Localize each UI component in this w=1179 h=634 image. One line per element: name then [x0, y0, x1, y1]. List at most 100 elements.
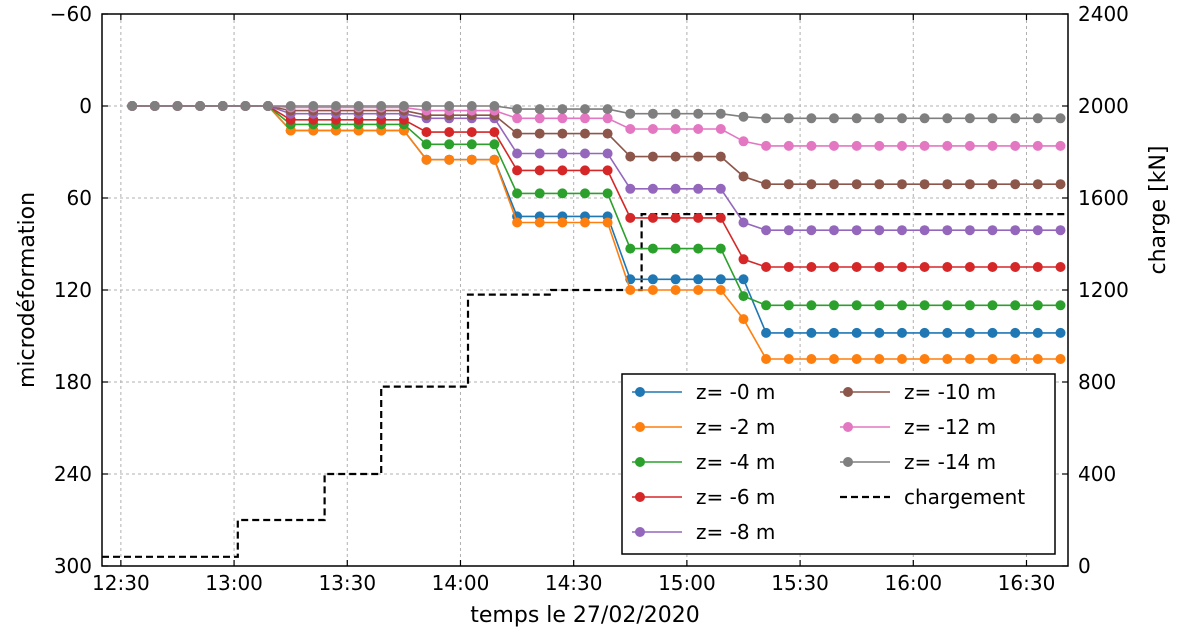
- data-point: [829, 327, 839, 338]
- data-point: [444, 139, 455, 150]
- data-point: [715, 124, 726, 134]
- data-point: [897, 300, 907, 311]
- data-point: [942, 140, 953, 151]
- data-point: [625, 108, 636, 119]
- data-point: [851, 354, 862, 364]
- data-point: [602, 217, 613, 228]
- data-point: [1032, 113, 1043, 124]
- data-point: [421, 101, 432, 111]
- legend-label: chargement: [904, 485, 1025, 509]
- data-point: [625, 151, 636, 162]
- data-point: [602, 148, 613, 159]
- data-point: [1032, 300, 1043, 311]
- data-point: [557, 113, 568, 124]
- data-point: [149, 101, 160, 111]
- data-point: [942, 300, 953, 311]
- data-point: [647, 285, 658, 295]
- data-point: [647, 212, 658, 223]
- data-point: [919, 354, 930, 364]
- data-point: [1032, 262, 1043, 272]
- data-point: [761, 354, 772, 364]
- data-point: [670, 243, 681, 254]
- data-point: [964, 327, 975, 338]
- data-point: [534, 128, 545, 139]
- data-point: [512, 113, 523, 124]
- legend-label: z= -0 m: [696, 380, 775, 404]
- legend-marker: [635, 457, 645, 467]
- data-point: [942, 354, 953, 364]
- data-point: [829, 225, 839, 236]
- data-point: [761, 327, 772, 338]
- data-point: [829, 354, 839, 364]
- data-point: [1032, 140, 1043, 151]
- data-point: [580, 165, 590, 176]
- data-point: [534, 188, 545, 199]
- data-point: [195, 101, 206, 111]
- legend-item: z= -6 m: [632, 485, 775, 509]
- data-point: [1010, 113, 1021, 124]
- data-point: [647, 151, 658, 162]
- data-point: [851, 300, 862, 311]
- data-point: [806, 225, 817, 236]
- data-point: [670, 183, 681, 194]
- y-tick-label-right: 1200: [1078, 278, 1129, 302]
- legend-marker: [843, 457, 853, 467]
- data-point: [919, 225, 930, 236]
- data-point: [806, 354, 817, 364]
- y-tick-label-left: 300: [54, 554, 92, 578]
- data-point: [715, 183, 726, 194]
- data-point: [738, 217, 749, 228]
- data-point: [715, 108, 726, 119]
- x-axis-title: temps le 27/02/2020: [470, 603, 699, 628]
- data-point: [580, 217, 590, 228]
- y-tick-label-right: 2400: [1078, 2, 1129, 26]
- data-point: [1032, 327, 1043, 338]
- legend-label: z= -12 m: [904, 415, 996, 439]
- data-point: [693, 151, 704, 162]
- legend-label: z= -8 m: [696, 520, 775, 544]
- data-point: [1055, 300, 1066, 311]
- data-point: [444, 127, 455, 138]
- data-point: [761, 262, 772, 272]
- data-point: [806, 140, 817, 151]
- data-point: [421, 139, 432, 150]
- data-point: [738, 291, 749, 302]
- legend-label: z= -14 m: [904, 450, 996, 474]
- data-point: [761, 140, 772, 151]
- y-tick-label-left: 120: [54, 278, 92, 302]
- data-point: [489, 154, 500, 165]
- series-z2m: [127, 101, 1066, 364]
- legend-marker: [635, 422, 645, 432]
- series-line: [132, 105, 1061, 147]
- data-point: [806, 179, 817, 190]
- data-point: [263, 101, 273, 111]
- data-point: [874, 327, 885, 338]
- series-z14m: [127, 101, 1066, 124]
- data-point: [964, 354, 975, 364]
- data-point: [693, 274, 704, 285]
- data-point: [693, 108, 704, 119]
- data-point: [1010, 262, 1021, 272]
- x-tick-label: 16:00: [884, 571, 942, 595]
- data-point: [919, 179, 930, 190]
- data-point: [693, 212, 704, 223]
- data-point: [534, 113, 545, 124]
- data-point: [625, 183, 636, 194]
- data-point: [987, 179, 998, 190]
- data-point: [738, 274, 749, 285]
- data-point: [783, 354, 794, 364]
- data-point: [738, 314, 749, 325]
- legend-item: z= -4 m: [632, 450, 775, 474]
- data-point: [466, 101, 477, 111]
- data-point: [851, 225, 862, 236]
- data-point: [897, 354, 907, 364]
- data-point: [715, 274, 726, 285]
- data-point: [987, 300, 998, 311]
- y-tick-label-right: 2000: [1078, 94, 1129, 118]
- data-point: [1032, 225, 1043, 236]
- series-z4m: [127, 101, 1066, 311]
- data-point: [534, 104, 545, 115]
- data-point: [987, 354, 998, 364]
- data-point: [942, 113, 953, 124]
- y-tick-label-left: 240: [54, 462, 92, 486]
